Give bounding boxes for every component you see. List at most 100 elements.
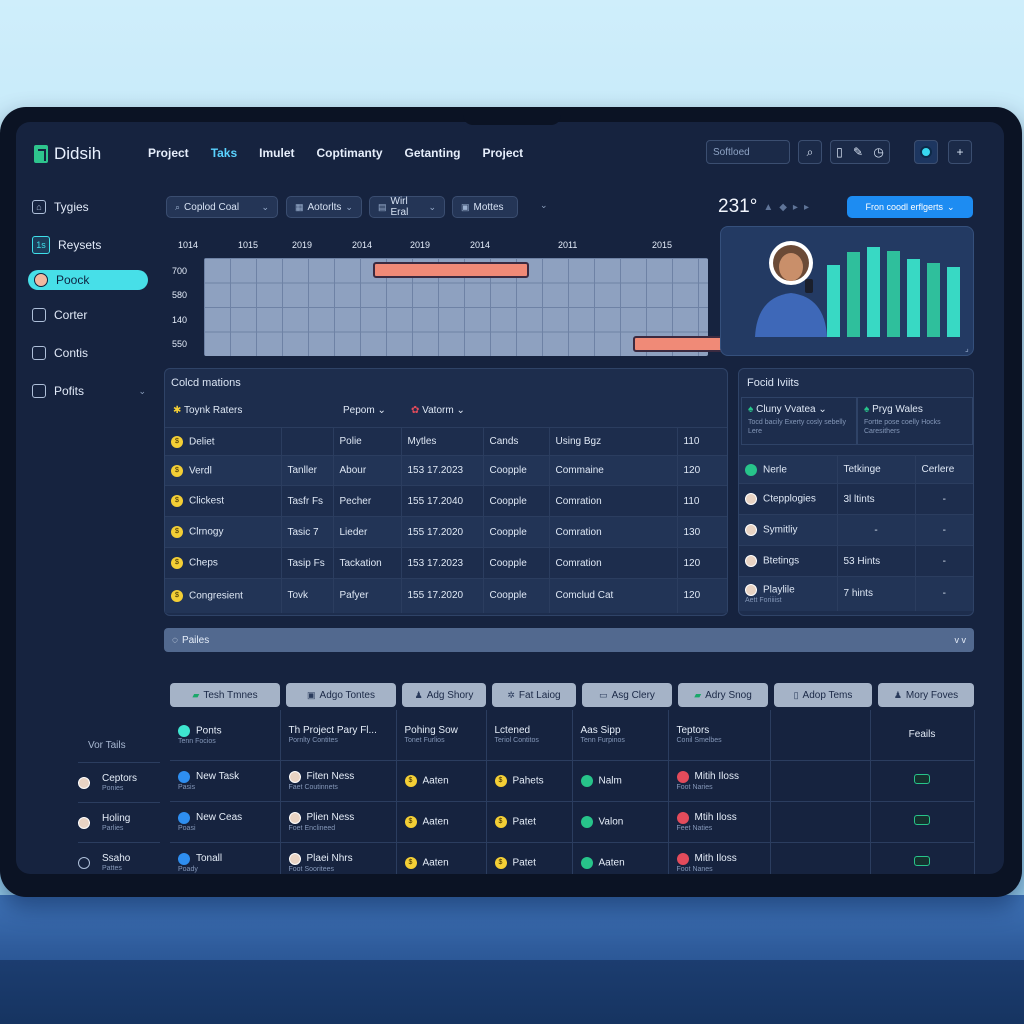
primary-action-button[interactable]: Fron coodl erflgerts ⌄ <box>847 196 973 218</box>
table-header[interactable]: Lctened Teriol Contitos <box>486 710 573 761</box>
table-cell: - <box>915 545 973 577</box>
sidebar-item-contis[interactable]: Contis <box>26 340 152 366</box>
chevron-down-icon[interactable]: ⌄ <box>540 200 548 210</box>
nav-item-coptimanty[interactable]: Coptimanty <box>316 146 383 160</box>
table-cell: 7 hints <box>837 576 916 611</box>
nav-item-getanting[interactable]: Getanting <box>404 146 461 160</box>
tag-button[interactable]: ▯ Adop Tems <box>774 683 872 707</box>
tag-button[interactable]: ▭ Asg Clery <box>582 683 672 707</box>
search-button[interactable]: ⌕ <box>798 140 822 164</box>
list-item[interactable]: Holing Parlies <box>78 802 160 842</box>
filter-dropdown-coplod[interactable]: ⌕ Coplod Coal ⌄ <box>166 196 278 218</box>
sidebar-item-reysets[interactable]: 1s Reysets <box>26 232 152 258</box>
tag-button[interactable]: ♟ Adg Shory <box>402 683 486 707</box>
table-row[interactable]: Playlile Aett Foriiiist 7 hints - <box>739 576 973 611</box>
table-row[interactable]: New Task Pasis Fiten Ness Faet Coutinnets … <box>170 760 975 802</box>
book-icon: ▯ <box>793 689 799 700</box>
avatar-icon <box>78 776 90 789</box>
filter-dropdown-aotorlts[interactable]: ▦ Aotorlts ⌄ <box>286 196 362 218</box>
tag-label: Adgo Tontes <box>319 689 375 701</box>
table-cell: New Ceas Poasi <box>170 801 281 843</box>
person-card[interactable]: ♠ Pryg Wales Fortte pose coelly Hocks Ca… <box>857 397 973 445</box>
table-cell: 153 17.2023 <box>401 547 484 579</box>
edit-icon[interactable]: ✎ <box>853 145 864 159</box>
gantt-year: 2019 <box>292 240 313 250</box>
logo-icon <box>34 145 48 163</box>
filter-toynk[interactable]: ✱ Toynk Raters <box>173 405 242 416</box>
table-header[interactable]: Th Project Pary Fl... Pornlty Contites <box>280 710 397 761</box>
table-cell: $ Pahets <box>486 760 573 802</box>
person-card[interactable]: ♠ Cluny Vvatea ⌄ Tocd bacily Exerty cosl… <box>741 397 857 445</box>
table-row[interactable]: $ Clickest Tasfr Fs Pecher 155 17.2040 Co… <box>165 485 727 517</box>
person-card-name: ♠ Pryg Wales <box>864 404 966 415</box>
table-cell: $ Deliet <box>165 427 282 456</box>
gantt-year: 2011 <box>558 240 578 250</box>
table-row[interactable]: Btetings 53 Hints - <box>739 545 973 577</box>
toggle-icon[interactable] <box>914 774 930 784</box>
filter-pepom[interactable]: Pepom ⌄ <box>343 405 386 416</box>
table-row[interactable]: Ctepplogies 3l ltints - <box>739 483 973 515</box>
tag-button[interactable]: ✲ Fat Laiog <box>492 683 576 707</box>
table-header[interactable]: Feails <box>870 710 975 761</box>
tag-button[interactable]: ▰ Tesh Tmnes <box>170 683 280 707</box>
table-row[interactable]: $ Deliet Polie Mytles Cands Using Bgz 110 <box>165 427 727 456</box>
status-button[interactable] <box>914 140 938 164</box>
cell-text: Clickest <box>189 495 225 507</box>
chevron-down-icon[interactable]: ⌄ <box>138 385 146 396</box>
sidebar-item-poock[interactable]: Poock <box>28 270 148 290</box>
nav-item-imulet[interactable]: Imulet <box>259 146 295 160</box>
sidebar-item-corter[interactable]: Corter <box>26 302 152 328</box>
table-row[interactable]: $ Congresient Tovk Pafyer 155 17.2020 Coo… <box>165 578 727 613</box>
cta-label: Fron coodl erflgerts <box>865 202 943 212</box>
table-row[interactable]: $ Verdl Tanller Abour 153 17.2023 Coopple… <box>165 455 727 486</box>
tag-button[interactable]: ▰ Adry Snog <box>678 683 768 707</box>
gantt-bar[interactable] <box>373 262 529 278</box>
clock-icon[interactable]: ◷ <box>873 145 884 159</box>
chart-icon <box>32 346 46 360</box>
nav-item-tasks[interactable]: Taks <box>210 146 238 160</box>
list-item[interactable]: Ssaho Pattes <box>78 842 160 874</box>
sidebar-item-label: Pofits <box>54 384 85 398</box>
collapsed-section-header[interactable]: ◌ Pailes v v <box>164 628 974 652</box>
table-header[interactable]: Nerle <box>739 455 838 484</box>
tag-button[interactable]: ♟ Mory Foves <box>878 683 974 707</box>
toggle-icon[interactable] <box>914 815 930 825</box>
table-header[interactable]: Aas Sipp Tenn Furpinos <box>572 710 669 761</box>
table-row[interactable]: Symitliy - - <box>739 514 973 546</box>
list-item-name: Ceptors <box>102 773 138 784</box>
nav-item-project-2[interactable]: Project <box>482 146 524 160</box>
table-row[interactable]: Tonall Poady Plaei Nhrs Foot Sooritees $ Aa… <box>170 842 975 874</box>
chevron-down-icon[interactable]: v v <box>954 635 966 645</box>
list-item[interactable]: Ceptors Ponies <box>78 762 160 802</box>
table-header[interactable]: Tetkinge <box>837 455 916 484</box>
bookmark-icon[interactable]: ▯ <box>836 145 843 159</box>
table-row[interactable]: $ Clrnogy Tasic 7 Lieder 155 17.2020 Coop… <box>165 516 727 548</box>
table-row[interactable]: New Ceas Poasi Plien Ness Foet Enclineed $… <box>170 801 975 843</box>
avatar-icon <box>288 811 301 824</box>
add-button[interactable]: + <box>948 140 972 164</box>
search-input[interactable]: Softloed <box>706 140 790 164</box>
toggle-icon[interactable] <box>914 856 930 866</box>
filter-dropdown-mottes[interactable]: ▣ Mottes <box>452 196 518 218</box>
nav-item-project[interactable]: Project <box>148 146 189 160</box>
search-icon: ⌕ <box>806 144 814 159</box>
tag-button[interactable]: ▣ Adgo Tontes <box>286 683 396 707</box>
sidebar-item-pofits[interactable]: Pofits ⌄ <box>26 378 152 404</box>
table-header[interactable]: Ponts Tenn Focios <box>170 710 281 761</box>
sidebar-item-tygies[interactable]: ⌂ Tygies <box>26 194 152 220</box>
coin-icon: $ <box>171 526 183 538</box>
table-row[interactable]: $ Cheps Tasip Fs Tackation 153 17.2023 Co… <box>165 547 727 579</box>
cell-text: Plaei Nhrs Foot Sooritees <box>289 853 388 872</box>
avatar-icon <box>288 770 301 783</box>
table-header[interactable]: Pohing Sow Tonet Furlios <box>396 710 487 761</box>
filter-vatorm[interactable]: ✿ Vatorm ⌄ <box>411 405 465 416</box>
check-icon: ▰ <box>694 689 702 700</box>
app-logo[interactable]: Didsih <box>34 144 101 164</box>
table-header[interactable]: Teptors Conil Smelbes <box>668 710 771 761</box>
table-cell: $ Patet <box>486 801 573 843</box>
header-subtext: Teriol Contitos <box>494 737 539 745</box>
table-cell: $ Aaten <box>396 760 487 802</box>
table-header[interactable]: Cerlere <box>915 455 973 484</box>
hero-bar <box>927 263 940 337</box>
filter-dropdown-wirl[interactable]: ▤ Wirl Eral ⌄ <box>369 196 445 218</box>
